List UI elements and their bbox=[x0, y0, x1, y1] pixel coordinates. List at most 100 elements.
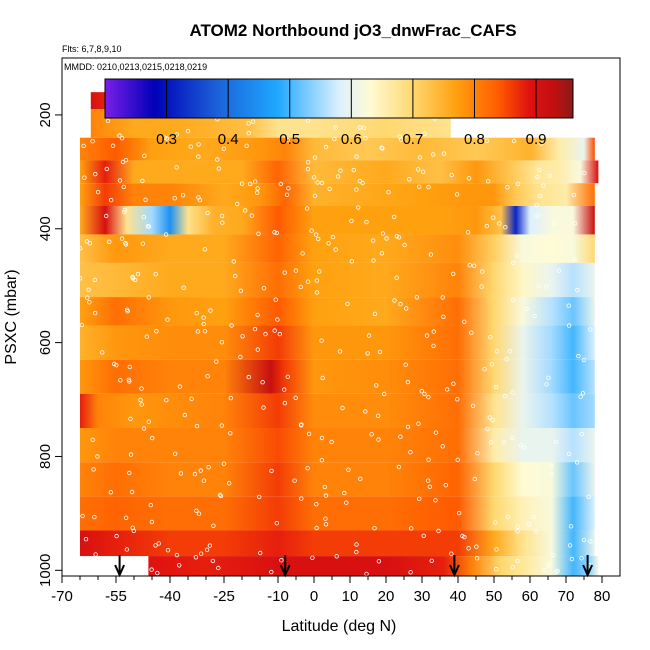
sample-point bbox=[77, 246, 83, 251]
sample-point bbox=[429, 558, 434, 563]
sample-point bbox=[105, 118, 111, 124]
sample-point bbox=[154, 329, 159, 334]
sample-point bbox=[87, 300, 92, 305]
sample-point bbox=[510, 390, 515, 395]
sample-point bbox=[269, 468, 274, 474]
sample-point bbox=[475, 451, 480, 456]
sample-point bbox=[518, 443, 524, 448]
sample-point bbox=[87, 241, 93, 246]
sample-point bbox=[90, 437, 95, 442]
sample-point bbox=[252, 326, 258, 332]
sample-point bbox=[588, 539, 593, 544]
sample-point bbox=[255, 190, 260, 195]
sample-point bbox=[416, 421, 421, 426]
sample-point bbox=[127, 364, 132, 370]
sample-point bbox=[246, 121, 251, 126]
sample-point bbox=[312, 193, 318, 198]
sample-point bbox=[531, 514, 536, 520]
sample-point bbox=[140, 241, 145, 246]
x-tick-label: 80 bbox=[594, 588, 611, 605]
sample-point bbox=[482, 367, 487, 372]
sample-point bbox=[206, 465, 211, 470]
sample-point bbox=[99, 350, 105, 355]
heatmap-band bbox=[80, 137, 595, 161]
sample-point bbox=[124, 547, 130, 552]
x-tick-label: 40 bbox=[450, 588, 467, 605]
y-axis: 200 400 600 800 1000 bbox=[37, 102, 62, 587]
sample-point bbox=[391, 214, 397, 220]
sample-point bbox=[77, 276, 83, 281]
sample-point bbox=[92, 310, 98, 316]
sample-point bbox=[503, 394, 508, 399]
sample-point bbox=[79, 322, 85, 328]
sample-point bbox=[148, 502, 153, 508]
sample-point bbox=[572, 257, 577, 262]
sample-point bbox=[404, 306, 409, 311]
sample-point bbox=[162, 135, 167, 140]
sample-point bbox=[119, 135, 125, 141]
x-axis: -70 -55 -40 -25 -10 0 10 20 30 40 50 60 70 80 bbox=[51, 576, 610, 605]
sample-point bbox=[202, 329, 208, 334]
sample-point bbox=[354, 154, 359, 159]
sample-point bbox=[503, 224, 508, 230]
sample-point bbox=[95, 189, 101, 195]
sample-point bbox=[363, 409, 368, 414]
sample-point bbox=[218, 493, 224, 499]
sample-point bbox=[282, 387, 287, 392]
sample-point bbox=[189, 396, 194, 401]
sample-point bbox=[103, 213, 109, 219]
sample-point bbox=[539, 141, 544, 146]
sample-point bbox=[139, 386, 144, 391]
sample-point bbox=[208, 308, 213, 313]
sample-point bbox=[123, 242, 129, 247]
x-tick-label: 60 bbox=[522, 588, 539, 605]
sample-point bbox=[83, 537, 89, 542]
sample-point bbox=[417, 184, 422, 189]
y-axis-label: PSXC (mbar) bbox=[3, 269, 20, 364]
heatmap-band bbox=[80, 530, 595, 557]
sample-point bbox=[156, 541, 161, 546]
sample-point bbox=[490, 417, 495, 423]
sample-point bbox=[252, 179, 258, 184]
sample-point bbox=[333, 247, 338, 252]
sample-point bbox=[92, 277, 98, 283]
sample-point bbox=[172, 451, 178, 456]
sample-point bbox=[282, 400, 288, 406]
sample-point bbox=[392, 298, 397, 303]
sample-point bbox=[372, 311, 378, 317]
sample-point bbox=[479, 284, 484, 289]
x-tick-label: 10 bbox=[342, 588, 359, 605]
profile-arrow bbox=[114, 555, 126, 578]
sample-point bbox=[467, 263, 472, 268]
sample-point bbox=[229, 323, 234, 328]
sample-point bbox=[569, 556, 575, 562]
sample-point bbox=[344, 500, 349, 505]
sample-point bbox=[93, 171, 98, 177]
sample-point bbox=[330, 234, 336, 240]
sample-point bbox=[285, 374, 290, 379]
sample-point bbox=[274, 521, 279, 526]
sample-point bbox=[451, 381, 456, 386]
sample-point bbox=[358, 476, 363, 481]
sample-point bbox=[117, 133, 122, 138]
sample-point bbox=[515, 524, 520, 529]
sample-point bbox=[316, 236, 321, 242]
sample-point bbox=[382, 391, 387, 397]
sample-point bbox=[484, 223, 489, 229]
sample-point bbox=[122, 209, 127, 215]
sample-point bbox=[488, 335, 493, 340]
sample-point bbox=[421, 533, 426, 538]
sample-point bbox=[314, 502, 319, 507]
sample-point bbox=[90, 138, 95, 144]
sample-point bbox=[433, 430, 439, 435]
sample-point bbox=[108, 490, 113, 495]
sample-point bbox=[306, 159, 311, 165]
sample-point bbox=[198, 551, 204, 556]
sample-point bbox=[205, 210, 210, 216]
heatmap-bands bbox=[80, 92, 599, 576]
sample-point bbox=[505, 514, 510, 519]
sample-point bbox=[484, 138, 490, 143]
sample-point bbox=[369, 432, 374, 437]
sample-point bbox=[349, 218, 354, 224]
